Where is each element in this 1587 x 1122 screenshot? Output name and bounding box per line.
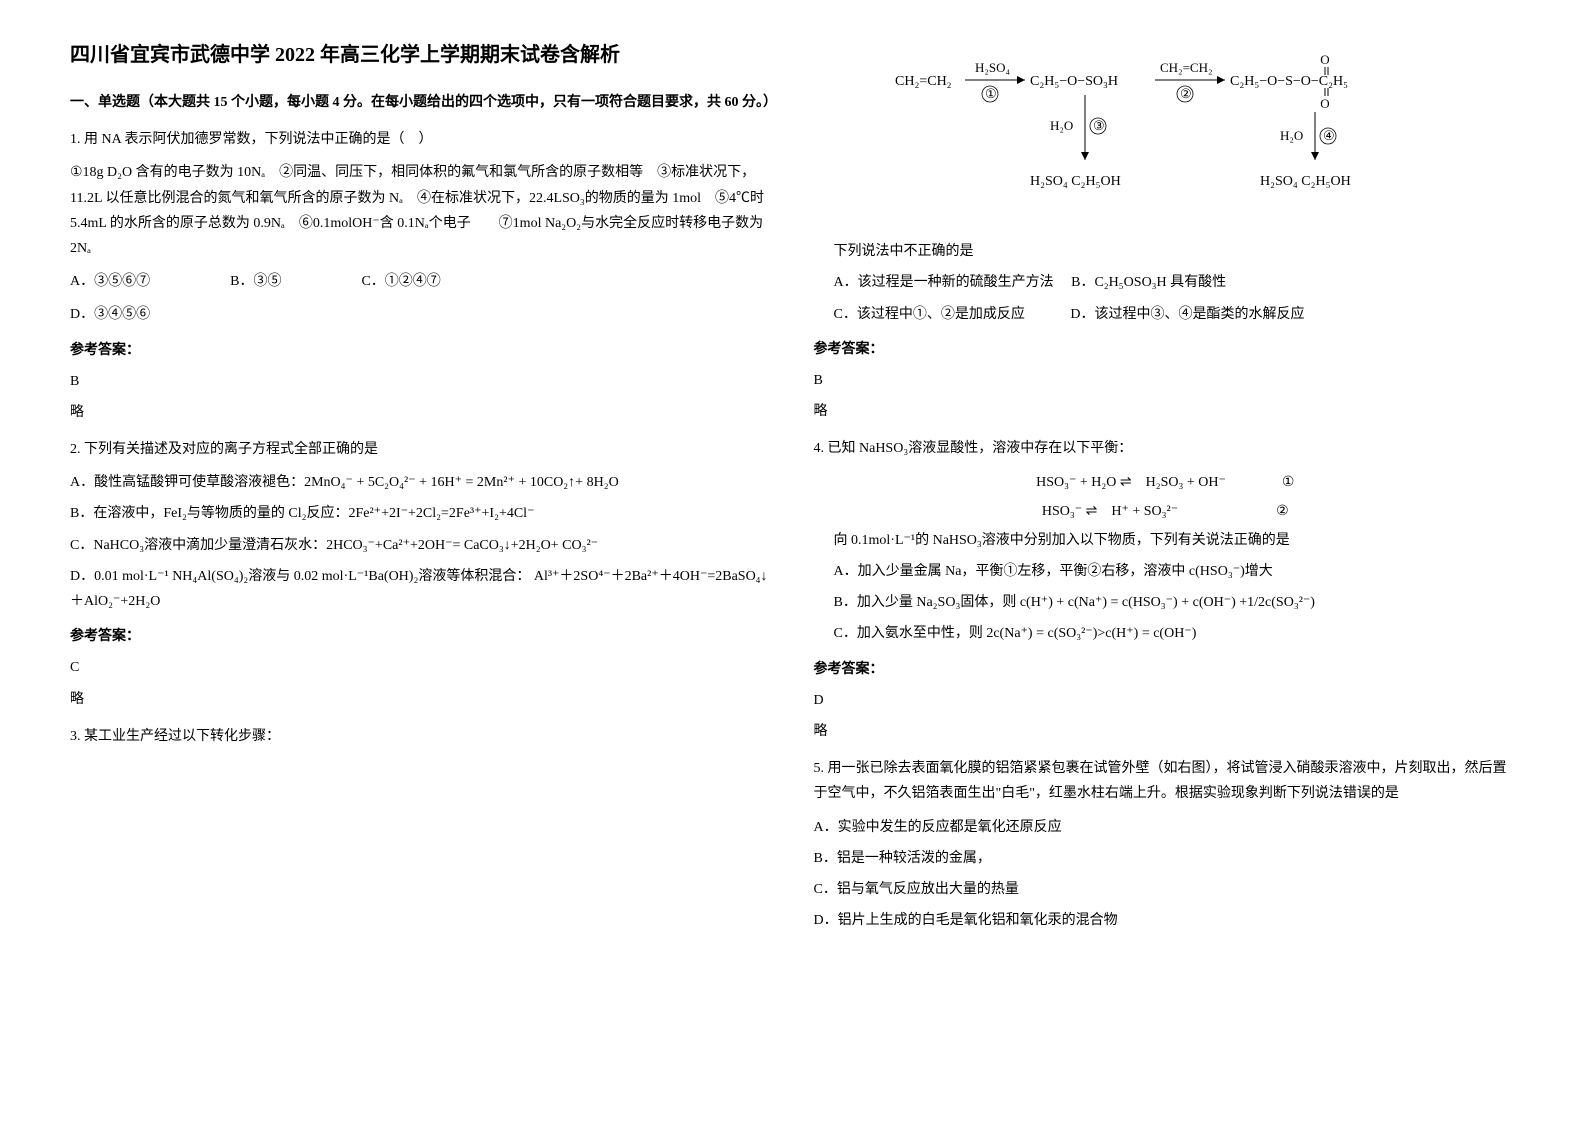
q1-body: ①18g D₂O 含有的电子数为 10Nₐ ②同温、同压下，相同体积的氟气和氯气…	[70, 160, 774, 261]
q1-options-row: A．③⑤⑥⑦ B．③⑤ C．①②④⑦	[70, 269, 774, 294]
q4-stem: 4. 已知 NaHSO₃溶液显酸性，溶液中存在以下平衡：	[814, 436, 1518, 461]
diagram-arrow1-num: ①	[985, 86, 997, 101]
diagram-down4-side: H₂O	[1280, 128, 1303, 143]
q3-opt-a: A．该过程是一种新的硫酸生产方法	[834, 275, 1054, 290]
q3-opts-ab: A．该过程是一种新的硫酸生产方法 B．C₂H₅OSO₃H 具有酸性	[814, 270, 1518, 295]
q3-opt-b: B．C₂H₅OSO₃H 具有酸性	[1071, 275, 1226, 290]
q1-explain: 略	[70, 400, 774, 425]
diagram-arrow1-top: H₂SO₄	[975, 60, 1011, 75]
diagram-arrow2-num: ②	[1180, 86, 1192, 101]
q4-answer-label: 参考答案：	[814, 657, 1518, 682]
q5-opt-b: B．铝是一种较活泼的金属，	[814, 846, 1518, 871]
q3-stem: 3. 某工业生产经过以下转化步骤：	[70, 724, 774, 749]
q4-opt-a: A．加入少量金属 Na，平衡①左移，平衡②右移，溶液中 c(HSO₃⁻)增大	[814, 559, 1518, 584]
q4-eq2: HSO₃⁻ ⇌ H⁺ + SO₃²⁻ ②	[814, 499, 1518, 524]
q1-opt-d: D．③④⑤⑥	[70, 302, 774, 327]
q3-explain: 略	[814, 399, 1518, 424]
q2-explain: 略	[70, 687, 774, 712]
q4-answer: D	[814, 688, 1518, 713]
diagram-right-top: O	[1321, 52, 1330, 67]
q5-opt-a: A．实验中发生的反应都是氧化还原反应	[814, 815, 1518, 840]
q4-opt-b: B．加入少量 Na₂SO₃固体，则 c(H⁺) + c(Na⁺) = c(HSO…	[814, 590, 1518, 615]
q4-eq1: HSO₃⁻ + H₂O ⇌ H₂SO₃ + OH⁻ ①	[814, 470, 1518, 495]
q1-opt-b: B．③⑤	[230, 269, 281, 294]
q3-opt-c: C．该过程中①、②是加成反应	[834, 307, 1025, 322]
reaction-diagram: CH₂=CH₂ H₂SO₄ ① C₂H₅−O−SO₃H CH₂=CH₂ ② O …	[814, 50, 1518, 229]
q1-answer: B	[70, 369, 774, 394]
q3-opt-d: D．该过程中③、④是酯类的水解反应	[1070, 307, 1304, 322]
q2-answer-label: 参考答案：	[70, 624, 774, 649]
diagram-right-bot: O	[1321, 96, 1330, 111]
doc-title: 四川省宜宾市武德中学 2022 年高三化学上学期期末试卷含解析	[70, 40, 774, 70]
q2-opt-b: B．在溶液中，FeI₂与等物质的量的 Cl₂反应：2Fe²⁺+2I⁻+2Cl₂=…	[70, 501, 774, 526]
diagram-down3-side: H₂O	[1050, 118, 1073, 133]
q1-opt-c: C．①②④⑦	[361, 269, 440, 294]
diagram-left-start: CH₂=CH₂	[895, 74, 952, 89]
q2-stem: 2. 下列有关描述及对应的离子方程式全部正确的是	[70, 437, 774, 462]
q4-explain: 略	[814, 719, 1518, 744]
q5-stem: 5. 用一张已除去表面氧化膜的铝箔紧紧包裹在试管外壁（如右图），将试管浸入硝酸汞…	[814, 756, 1518, 806]
q3-opts-cd: C．该过程中①、②是加成反应 D．该过程中③、④是酯类的水解反应	[814, 302, 1518, 327]
diagram-arrow2-top: CH₂=CH₂	[1160, 60, 1213, 75]
diagram-bottom-left: H₂SO₄ C₂H₅OH	[1030, 174, 1121, 189]
q3-lead: 下列说法中不正确的是	[814, 239, 1518, 264]
q2-opt-a: A．酸性高锰酸钾可使草酸溶液褪色：2MnO₄⁻ + 5C₂O₄²⁻ + 16H⁺…	[70, 470, 774, 495]
q5-opt-c: C．铝与氧气反应放出大量的热量	[814, 877, 1518, 902]
diagram-bottom-right: H₂SO₄ C₂H₅OH	[1260, 174, 1351, 189]
q2-opt-d: D．0.01 mol·L⁻¹ NH₄Al(SO₄)₂溶液与 0.02 mol·L…	[70, 564, 774, 614]
q3-answer: B	[814, 368, 1518, 393]
q2-opt-c: C．NaHCO₃溶液中滴加少量澄清石灰水：2HCO₃⁻+Ca²⁺+2OH⁻= C…	[70, 533, 774, 558]
q4-opt-c: C．加入氨水至中性，则 2c(Na⁺) = c(SO₃²⁻)>c(H⁺) = c…	[814, 621, 1518, 646]
diagram-down3-num: ③	[1093, 118, 1105, 133]
q1-stem: 1. 用 NA 表示阿伏加德罗常数，下列说法中正确的是（ ）	[70, 127, 774, 152]
section-1-header: 一、单选题（本大题共 15 个小题，每小题 4 分。在每小题给出的四个选项中，只…	[70, 90, 774, 115]
q1-answer-label: 参考答案：	[70, 338, 774, 363]
diagram-down4-num: ④	[1323, 128, 1335, 143]
q1-opt-a: A．③⑤⑥⑦	[70, 269, 150, 294]
diagram-right-end: C₂H₅−O−S−O−C₂H₅	[1230, 74, 1348, 89]
q5-opt-d: D．铝片上生成的白毛是氧化铝和氧化汞的混合物	[814, 908, 1518, 933]
right-column: CH₂=CH₂ H₂SO₄ ① C₂H₅−O−SO₃H CH₂=CH₂ ② O …	[794, 40, 1538, 1082]
q2-answer: C	[70, 655, 774, 680]
q3-answer-label: 参考答案：	[814, 337, 1518, 362]
diagram-mid1: C₂H₅−O−SO₃H	[1030, 74, 1118, 89]
left-column: 四川省宜宾市武德中学 2022 年高三化学上学期期末试卷含解析 一、单选题（本大…	[50, 40, 794, 1082]
q4-lead: 向 0.1mol·L⁻¹的 NaHSO₃溶液中分别加入以下物质，下列有关说法正确…	[814, 528, 1518, 553]
